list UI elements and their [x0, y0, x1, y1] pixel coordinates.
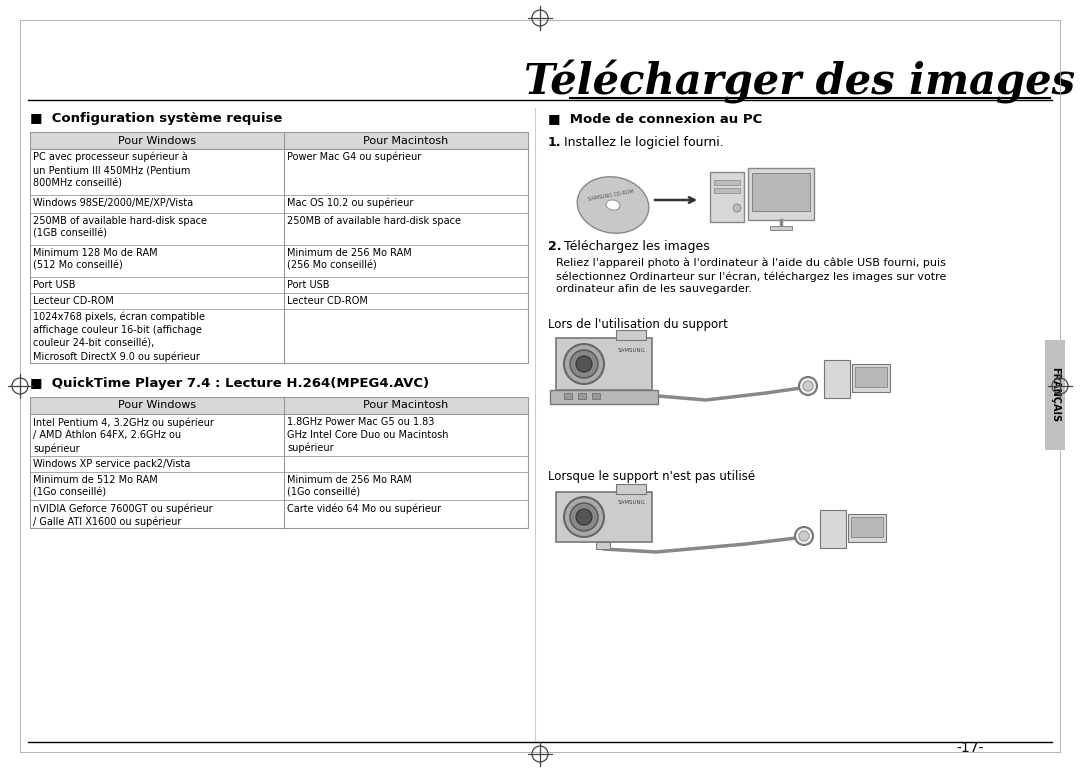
Text: Minimum de 256 Mo RAM
(256 Mo conseillé): Minimum de 256 Mo RAM (256 Mo conseillé) [287, 248, 411, 271]
Circle shape [570, 503, 598, 531]
Text: 2.: 2. [548, 240, 562, 253]
Bar [1045, 340, 1065, 450]
Text: nVIDIA Geforce 7600GT ou supérieur
/ Galle ATI X1600 ou supérieur: nVIDIA Geforce 7600GT ou supérieur / Gal… [33, 503, 213, 527]
Bar [616, 330, 646, 340]
Text: ■  Mode de connexion au PC: ■ Mode de connexion au PC [548, 112, 762, 125]
Bar [820, 510, 846, 548]
Text: Intel Pentium 4, 3.2GHz ou supérieur
/ AMD Athlon 64FX, 2.6GHz ou
supérieur: Intel Pentium 4, 3.2GHz ou supérieur / A… [33, 417, 214, 454]
Text: 250MB of available hard-disk space
(1GB conseillé): 250MB of available hard-disk space (1GB … [33, 216, 207, 239]
Bar [710, 172, 744, 222]
Text: Mac OS 10.2 ou supérieur: Mac OS 10.2 ou supérieur [287, 198, 414, 208]
Circle shape [799, 377, 816, 395]
Bar [752, 173, 810, 211]
Text: SAMSUNG CD-ROM: SAMSUNG CD-ROM [588, 188, 634, 201]
Text: Minimum de 256 Mo RAM
(1Go conseillé): Minimum de 256 Mo RAM (1Go conseillé) [287, 475, 411, 498]
Text: Port USB: Port USB [33, 280, 76, 290]
Ellipse shape [606, 200, 620, 210]
Text: Windows XP service pack2/Vista: Windows XP service pack2/Vista [33, 459, 190, 469]
Circle shape [564, 497, 604, 537]
Text: ■  QuickTime Player 7.4 : Lecture H.264(MPEG4.AVC): ■ QuickTime Player 7.4 : Lecture H.264(M… [30, 377, 429, 390]
Text: Carte vidéo 64 Mo ou supérieur: Carte vidéo 64 Mo ou supérieur [287, 503, 441, 513]
Text: 1.: 1. [548, 136, 562, 149]
Text: Installez le logiciel fourni.: Installez le logiciel fourni. [564, 136, 724, 149]
Text: 1.8GHz Power Mac G5 ou 1.83
GHz Intel Core Duo ou Macintosh
supérieur: 1.8GHz Power Mac G5 ou 1.83 GHz Intel Co… [287, 417, 448, 453]
Bar [714, 188, 740, 193]
Bar [556, 492, 652, 542]
Text: -17-: -17- [956, 741, 984, 755]
Text: SAMSUNG: SAMSUNG [618, 500, 646, 505]
Circle shape [804, 381, 813, 391]
Circle shape [799, 531, 809, 541]
Circle shape [564, 344, 604, 384]
Ellipse shape [577, 177, 649, 233]
Bar [30, 397, 528, 414]
Bar [770, 226, 792, 230]
Text: ordinateur afin de les sauvegarder.: ordinateur afin de les sauvegarder. [556, 284, 752, 294]
Bar [578, 393, 586, 399]
Bar [564, 393, 572, 399]
Text: Power Mac G4 ou supérieur: Power Mac G4 ou supérieur [287, 152, 421, 162]
Text: Pour Windows: Pour Windows [118, 136, 197, 145]
Circle shape [733, 204, 741, 212]
Bar [30, 132, 528, 363]
Bar [714, 180, 740, 185]
Bar [852, 364, 890, 392]
Bar [848, 514, 886, 542]
Text: SAMSUNG: SAMSUNG [618, 348, 646, 353]
Bar [616, 484, 646, 494]
Text: Pour Macintosh: Pour Macintosh [363, 401, 448, 411]
Text: FRANÇAIS: FRANÇAIS [1050, 367, 1059, 422]
Text: Minimum de 512 Mo RAM
(1Go conseillé): Minimum de 512 Mo RAM (1Go conseillé) [33, 475, 158, 498]
Bar [556, 338, 652, 390]
Text: 250MB of available hard-disk space: 250MB of available hard-disk space [287, 216, 461, 226]
Text: Téléchargez les images: Téléchargez les images [564, 240, 710, 253]
Text: Reliez l'appareil photo à l'ordinateur à l'aide du câble USB fourni, puis: Reliez l'appareil photo à l'ordinateur à… [556, 258, 946, 269]
Bar [592, 393, 600, 399]
Text: Lors de l'utilisation du support: Lors de l'utilisation du support [548, 318, 728, 331]
Text: ■  Configuration système requise: ■ Configuration système requise [30, 112, 282, 125]
Circle shape [576, 356, 592, 372]
Text: Lecteur CD-ROM: Lecteur CD-ROM [287, 296, 368, 306]
Circle shape [795, 527, 813, 545]
Text: Port USB: Port USB [287, 280, 329, 290]
Bar [824, 360, 850, 398]
Circle shape [576, 509, 592, 525]
Text: 1024x768 pixels, écran compatible
affichage couleur 16-bit (affichage
couleur 24: 1024x768 pixels, écran compatible affich… [33, 312, 205, 361]
Bar [30, 132, 528, 149]
Bar [748, 168, 814, 220]
Text: Pour Windows: Pour Windows [118, 401, 197, 411]
Text: Minimum 128 Mo de RAM
(512 Mo conseillé): Minimum 128 Mo de RAM (512 Mo conseillé) [33, 248, 158, 271]
Text: Lorsque le support n'est pas utilisé: Lorsque le support n'est pas utilisé [548, 470, 755, 483]
Bar [855, 367, 887, 387]
Circle shape [570, 350, 598, 378]
Bar [30, 397, 528, 528]
Text: PC avec processeur supérieur à
un Pentium III 450MHz (Pentium
800MHz conseillé): PC avec processeur supérieur à un Pentiu… [33, 152, 190, 188]
Text: Lecteur CD-ROM: Lecteur CD-ROM [33, 296, 113, 306]
Text: Windows 98SE/2000/ME/XP/Vista: Windows 98SE/2000/ME/XP/Vista [33, 198, 193, 208]
Text: sélectionnez Ordinarteur sur l'écran, téléchargez les images sur votre: sélectionnez Ordinarteur sur l'écran, té… [556, 271, 946, 282]
Bar [851, 517, 883, 537]
Bar [596, 542, 610, 549]
Text: Télécharger des images: Télécharger des images [525, 60, 1076, 104]
Bar [550, 390, 658, 404]
Text: Pour Macintosh: Pour Macintosh [363, 136, 448, 145]
